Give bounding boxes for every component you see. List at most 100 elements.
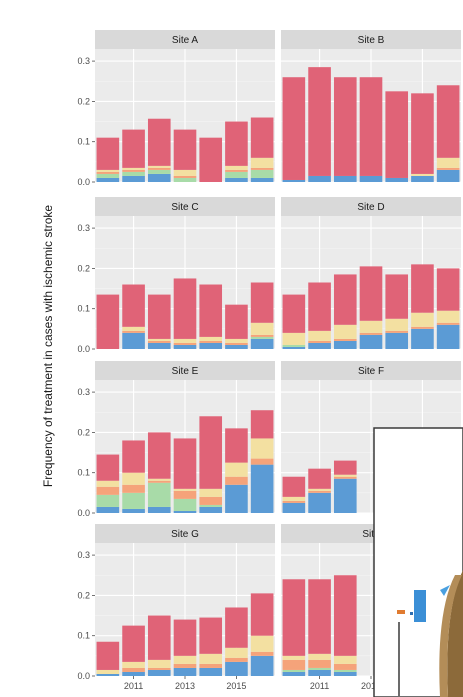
bar-segment <box>225 177 248 182</box>
bar-segment <box>225 171 248 178</box>
bar-segment <box>199 342 223 349</box>
y-tick-label: 0.1 <box>77 631 90 641</box>
bar-segment <box>96 673 120 676</box>
bar-segment <box>250 167 274 170</box>
overlay-brown-arc <box>447 570 463 697</box>
bar-segment <box>96 171 120 174</box>
bar-segment <box>96 169 120 172</box>
bar-segment <box>308 67 331 176</box>
bar-segment <box>282 77 306 180</box>
bar-segment <box>436 169 460 182</box>
bar-segment <box>225 338 248 343</box>
bar-segment <box>173 498 197 511</box>
bar-segment <box>122 440 145 473</box>
bar-segment <box>333 77 357 176</box>
bar-segment <box>333 338 357 341</box>
bar-segment <box>308 340 331 343</box>
bar-segment <box>411 328 434 349</box>
bar-segment <box>385 177 409 182</box>
bar-segment <box>282 500 306 503</box>
bar-segment <box>308 282 331 331</box>
bar-segment <box>173 438 197 489</box>
y-tick-label: 0.1 <box>77 304 90 314</box>
y-tick-label: 0.0 <box>77 177 90 187</box>
bar-segment <box>147 659 171 668</box>
bar-segment <box>122 171 145 176</box>
y-tick-label: 0.0 <box>77 671 90 681</box>
bar-segment <box>359 175 383 182</box>
bar-segment <box>250 635 274 652</box>
bar-segment <box>225 304 248 339</box>
inset-overlay-image <box>373 427 463 697</box>
bar-segment <box>147 294 171 339</box>
bar-segment <box>250 336 274 339</box>
bar-segment <box>333 671 357 676</box>
bar-segment <box>199 340 223 343</box>
facet-panel: Site E 0.0 0.1 0.2 0.3 <box>77 361 275 518</box>
bar-segment <box>199 496 223 505</box>
bar-segment <box>122 625 145 662</box>
bar-segment <box>411 175 434 182</box>
bar-segment <box>199 506 223 513</box>
facet-panel: Site G 0.0 0.1 0.2 0.3 2011 2013 2015 <box>77 524 275 691</box>
bar-segment <box>199 663 223 668</box>
bar-segment <box>147 615 171 660</box>
bar-segment <box>96 506 120 513</box>
facet-strip <box>281 197 461 216</box>
bar-segment <box>250 157 274 168</box>
facet-strip-label: Site D <box>357 202 384 213</box>
bar-segment <box>147 165 171 168</box>
bar-segment <box>122 671 145 676</box>
bar-segment <box>96 494 120 507</box>
bar-segment <box>225 342 248 345</box>
bar-segment <box>147 338 171 341</box>
facet-strip-label: Site E <box>172 366 199 377</box>
bar-segment <box>173 663 197 668</box>
bar-segment <box>250 410 274 439</box>
bar-segment <box>225 657 248 662</box>
bar-segment <box>225 428 248 463</box>
facet-strip-label: Site <box>362 529 380 540</box>
bar-segment <box>199 488 223 497</box>
bar-segment <box>96 454 120 481</box>
bar-segment <box>333 655 357 664</box>
bar-segment <box>199 284 223 337</box>
bar-segment <box>436 324 460 349</box>
bar-segment <box>333 575 357 656</box>
bar-segment <box>173 655 197 664</box>
x-tick-label: 2011 <box>310 681 329 691</box>
y-axis-title: Frequency of treatment in cases with isc… <box>41 205 55 487</box>
bar-segment <box>173 278 197 339</box>
bar-segment <box>122 484 145 493</box>
facet-strip <box>95 524 275 543</box>
facet-strip-label: Site G <box>171 529 199 540</box>
bar-segment <box>308 667 331 670</box>
bar-segment <box>122 667 145 672</box>
facet-panel: Site C 0.0 0.1 0.2 0.3 <box>77 197 275 354</box>
bar-segment <box>122 129 145 168</box>
bar-segment <box>225 607 248 648</box>
bar-segment <box>333 274 357 325</box>
x-tick-label: 2013 <box>175 681 195 691</box>
bar-segment <box>199 617 223 654</box>
facet-strip <box>95 30 275 49</box>
bar-segment <box>225 165 248 170</box>
bar-segment <box>250 177 274 182</box>
bar-segment <box>282 344 306 347</box>
bar-segment <box>282 294 306 333</box>
bar-segment <box>282 332 306 345</box>
overlay-blue-block <box>414 590 426 622</box>
bar-segment <box>385 318 409 331</box>
bar-segment <box>96 294 120 349</box>
bar-segment <box>436 268 460 311</box>
bar-segment <box>173 510 197 513</box>
y-tick-label: 0.2 <box>77 96 90 106</box>
bar-segment <box>333 175 357 182</box>
bar-segment <box>225 344 248 349</box>
bar-segment <box>333 474 357 477</box>
bar-segment <box>147 173 171 182</box>
bar-segment <box>250 651 274 656</box>
facet-strip <box>281 30 461 49</box>
facet-strip-label: Site A <box>172 35 198 46</box>
bar-segment <box>147 667 171 670</box>
